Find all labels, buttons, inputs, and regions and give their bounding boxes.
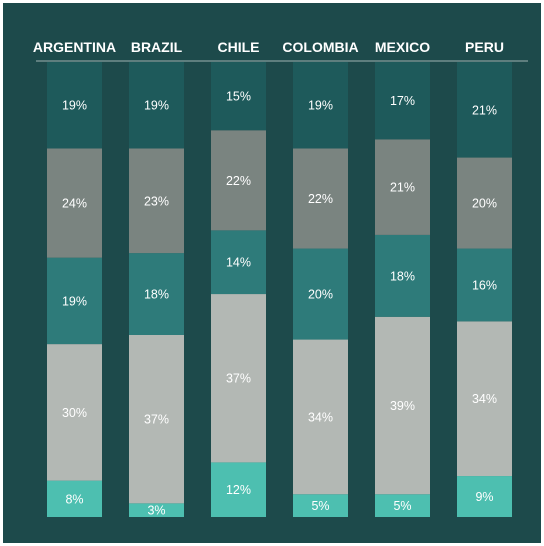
data-label-brazil-1: 19% xyxy=(144,99,169,113)
data-label-argentina-5: 8% xyxy=(65,492,83,506)
bar-segment-chile-2 xyxy=(211,130,266,231)
data-label-brazil-5: 3% xyxy=(147,504,165,518)
data-label-mexico-5: 5% xyxy=(393,499,411,513)
bar-column-argentina: 8% 30% 19% 24% 19% xyxy=(47,62,102,517)
data-label-peru-1: 21% xyxy=(472,103,497,117)
bar-segment-argentina-4 xyxy=(47,344,102,481)
bar-segment-brazil-2 xyxy=(129,148,184,254)
bar-segment-chile-5 xyxy=(211,462,266,517)
bar-segment-colombia-4 xyxy=(293,339,348,495)
data-label-argentina-2: 24% xyxy=(62,197,87,211)
bar-segment-chile-1 xyxy=(211,62,266,131)
data-label-brazil-2: 23% xyxy=(144,194,169,208)
data-label-argentina-3: 19% xyxy=(62,294,87,308)
data-label-brazil-4: 37% xyxy=(144,413,169,427)
data-label-colombia-2: 22% xyxy=(308,192,333,206)
data-label-peru-4: 34% xyxy=(472,392,497,406)
data-label-mexico-3: 18% xyxy=(390,269,415,283)
data-label-chile-1: 15% xyxy=(226,90,251,104)
bar-segment-peru-5 xyxy=(457,476,512,517)
data-label-colombia-4: 34% xyxy=(308,410,333,424)
bar-segment-colombia-3 xyxy=(293,248,348,340)
data-label-argentina-4: 30% xyxy=(62,406,87,420)
bar-segment-peru-4 xyxy=(457,321,512,477)
bar-column-colombia: 5% 34% 20% 22% 19% xyxy=(293,62,348,517)
bar-segment-mexico-5 xyxy=(375,494,430,517)
data-label-peru-5: 9% xyxy=(475,490,493,504)
data-label-mexico-1: 17% xyxy=(390,94,415,108)
data-label-chile-4: 37% xyxy=(226,372,251,386)
bar-column-peru: 9% 34% 16% 20% 21% xyxy=(457,62,512,517)
bar-column-brazil: 3% 37% 18% 23% 19% xyxy=(129,62,184,518)
data-label-brazil-3: 18% xyxy=(144,288,169,302)
bar-segment-colombia-1 xyxy=(293,62,348,149)
bar-segment-argentina-5 xyxy=(47,480,102,517)
category-label-argentina: ARGENTINA xyxy=(33,39,116,55)
category-label-colombia: COLOMBIA xyxy=(282,39,358,55)
bar-segment-brazil-3 xyxy=(129,253,184,335)
data-label-colombia-3: 20% xyxy=(308,288,333,302)
bar-segment-colombia-5 xyxy=(293,494,348,517)
bar-segment-argentina-1 xyxy=(47,62,102,149)
data-label-mexico-4: 39% xyxy=(390,399,415,413)
category-label-mexico: MEXICO xyxy=(375,39,430,55)
data-label-chile-2: 22% xyxy=(226,174,251,188)
bar-segment-mexico-1 xyxy=(375,62,430,140)
chart-panel: ARGENTINA BRAZIL CHILE COLOMBIA MEXICO PERU 8… xyxy=(3,3,541,543)
country-labels: ARGENTINA BRAZIL CHILE COLOMBIA MEXICO PERU xyxy=(33,39,504,55)
bar-segment-chile-4 xyxy=(211,294,266,463)
data-label-chile-5: 12% xyxy=(226,483,251,497)
data-label-mexico-2: 21% xyxy=(390,181,415,195)
bar-segment-peru-2 xyxy=(457,157,512,249)
bar-segment-brazil-5 xyxy=(129,503,184,517)
data-label-colombia-1: 19% xyxy=(308,99,333,113)
bar-column-mexico: 5% 39% 18% 21% 17% xyxy=(375,62,430,517)
bar-segment-mexico-2 xyxy=(375,139,430,235)
data-label-argentina-1: 19% xyxy=(62,99,87,113)
bar-segment-argentina-3 xyxy=(47,257,102,345)
bar-segment-brazil-4 xyxy=(129,335,184,504)
data-label-colombia-5: 5% xyxy=(311,499,329,513)
bar-segment-peru-1 xyxy=(457,62,512,158)
bar-segment-brazil-1 xyxy=(129,62,184,149)
category-label-chile: CHILE xyxy=(218,39,260,55)
bar-segment-colombia-2 xyxy=(293,148,348,249)
data-label-chile-3: 14% xyxy=(226,256,251,270)
bars-group: 8% 30% 19% 24% 19% 3% 37% 18% 23% 19% 12% 37% 14% 22%… xyxy=(47,62,512,518)
bar-segment-chile-3 xyxy=(211,230,266,295)
category-label-peru: PERU xyxy=(465,39,504,55)
data-label-peru-3: 16% xyxy=(472,278,497,292)
bar-segment-peru-3 xyxy=(457,248,512,322)
bar-segment-mexico-4 xyxy=(375,316,430,495)
stacked-bar-chart: ARGENTINA BRAZIL CHILE COLOMBIA MEXICO PERU 8… xyxy=(33,39,528,518)
bar-segment-argentina-2 xyxy=(47,148,102,258)
data-label-peru-2: 20% xyxy=(472,197,497,211)
category-label-brazil: BRAZIL xyxy=(131,39,183,55)
bar-segment-mexico-3 xyxy=(375,234,430,317)
bar-column-chile: 12% 37% 14% 22% 15% xyxy=(211,62,266,517)
